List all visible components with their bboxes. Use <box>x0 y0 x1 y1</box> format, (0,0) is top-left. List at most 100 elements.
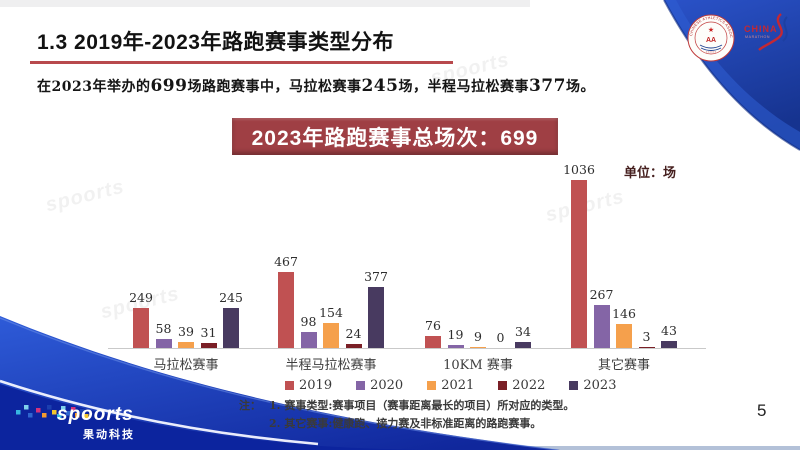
bar-value-label: 24 <box>345 326 362 341</box>
bar-value-label: 9 <box>474 329 482 344</box>
bar-group-3: 76 19 9 0 34 <box>425 150 531 348</box>
bar-value-label: 3 <box>642 329 651 344</box>
title-divider <box>30 61 453 64</box>
bar-2022-马拉松赛事 <box>200 343 217 348</box>
bar-2019-马拉松赛事 <box>133 308 149 348</box>
bar-value-label: 377 <box>364 269 388 284</box>
bar-slot: 98 <box>300 314 317 348</box>
bar-2022-其它赛事 <box>638 347 655 348</box>
legend-swatch-icon <box>498 381 508 390</box>
bar-2021-其它赛事 <box>616 324 632 348</box>
page-number: 5 <box>757 401 767 420</box>
bar-slot: 43 <box>661 323 677 348</box>
subtitle-number: 377 <box>528 76 566 96</box>
bar-value-label: 267 <box>589 287 614 302</box>
bar-slot: 3 <box>638 329 655 348</box>
bar-2021-马拉松赛事 <box>178 342 194 348</box>
bar-slot: 24 <box>345 326 362 348</box>
category-label: 半程马拉松赛事 <box>285 358 377 373</box>
bar-value-label: 98 <box>300 314 317 329</box>
bar-value-label: 245 <box>219 290 243 305</box>
bar-2023-10KM 赛事 <box>515 342 531 348</box>
bar-value-label: 146 <box>612 306 636 321</box>
bar-2021-10KM 赛事 <box>470 347 486 348</box>
bar-2023-马拉松赛事 <box>223 308 239 348</box>
page-title: 1.3 2019年-2023年路跑赛事类型分布 <box>37 31 394 54</box>
category-label: 其它赛事 <box>597 358 650 373</box>
bar-value-label: 249 <box>129 290 153 305</box>
bar-slot: 19 <box>447 327 464 348</box>
legend-label: 2021 <box>441 378 475 393</box>
bar-slot: 267 <box>590 287 613 348</box>
bar-value-label: 1036 <box>563 162 595 177</box>
subtitle-text: 在2023年举办的 <box>37 79 151 95</box>
category-label: 马拉松赛事 <box>153 358 219 373</box>
bar-2019-10KM 赛事 <box>425 336 441 348</box>
bar-2022-半程马拉松赛事 <box>345 344 362 348</box>
subtitle-number: 699 <box>150 76 188 96</box>
slide-subtitle: 在2023年举办的699场路跑赛事中，马拉松赛事245场，半程马拉松赛事377场… <box>37 78 595 95</box>
legend-label: 2019 <box>299 378 333 393</box>
bar-group-2: 467 98 154 24 377 <box>274 150 388 348</box>
bar-slot: 39 <box>178 324 194 348</box>
bar-slot: 34 <box>515 324 531 348</box>
legend-item-2022: 2022 <box>498 378 545 393</box>
bar-2021-半程马拉松赛事 <box>323 323 339 348</box>
bar-slot: 58 <box>155 321 172 348</box>
legend-swatch-icon <box>285 381 294 390</box>
chart-legend: 2019 2020 2021 2022 2023 <box>285 378 616 393</box>
bar-2023-其它赛事 <box>661 341 677 348</box>
bar-value-label: 39 <box>178 324 194 339</box>
bar-2019-其它赛事 <box>571 180 587 348</box>
legend-swatch-icon <box>427 381 437 390</box>
subtitle-text: 场。 <box>565 79 595 95</box>
bar-slot: 146 <box>612 306 636 348</box>
bar-slot: 31 <box>200 325 217 348</box>
bar-slot: 249 <box>129 290 153 348</box>
bar-value-label: 76 <box>425 318 441 333</box>
bar-slot: 1036 <box>563 162 595 348</box>
legend-item-2021: 2021 <box>427 378 474 393</box>
bar-slot: 377 <box>364 269 388 348</box>
bar-value-label: 467 <box>274 254 298 269</box>
bar-slot: 467 <box>274 254 298 348</box>
bar-value-label: 154 <box>319 305 343 320</box>
brand-logo-subtext: 果动科技 <box>83 429 135 441</box>
note-line: 2. 其它赛事:健康跑、接力赛及非标准距离的路跑赛事。 <box>269 416 542 430</box>
bar-2023-半程马拉松赛事 <box>368 287 384 348</box>
bar-2020-马拉松赛事 <box>155 339 172 348</box>
bar-value-label: 31 <box>200 325 217 340</box>
bar-group-4: 1036 267 146 3 43 <box>563 150 677 348</box>
brand-logo-text: spoorts <box>57 404 134 425</box>
bar-value-label: 43 <box>661 323 677 338</box>
bar-2020-半程马拉松赛事 <box>300 332 317 348</box>
total-count-banner: 2023年路跑赛事总场次：699 <box>232 118 558 155</box>
legend-swatch-icon <box>356 381 366 390</box>
bar-2020-10KM 赛事 <box>447 345 464 348</box>
bar-value-label: 34 <box>515 324 531 339</box>
category-label: 10KM 赛事 <box>443 358 513 373</box>
bar-slot: 154 <box>319 305 343 348</box>
bar-2020-其它赛事 <box>593 305 610 348</box>
legend-label: 2023 <box>583 378 617 393</box>
legend-item-2019: 2019 <box>285 378 332 393</box>
bar-value-label: 0 <box>496 330 505 345</box>
legend-label: 2020 <box>370 378 404 393</box>
bar-value-label: 58 <box>155 321 172 336</box>
note-line: 1. 赛事类型:赛事项目（赛事距离最长的项目）所对应的类型。 <box>269 399 575 412</box>
subtitle-text: 场路跑赛事中，马拉松赛事 <box>187 79 362 95</box>
note-label: 注： <box>239 399 261 412</box>
x-axis-line <box>108 348 706 349</box>
legend-label: 2022 <box>512 378 546 393</box>
unit-label: 单位：场 <box>624 165 677 180</box>
footnotes: 注： 1. 赛事类型:赛事项目（赛事距离最长的项目）所对应的类型。 2. 其它赛… <box>239 397 574 432</box>
legend-swatch-icon <box>569 381 579 390</box>
bar-slot: 76 <box>425 318 441 348</box>
bar-slot: 9 <box>470 329 486 348</box>
bar-2019-半程马拉松赛事 <box>278 272 294 348</box>
bar-value-label: 19 <box>447 327 464 342</box>
legend-item-2020: 2020 <box>356 378 403 393</box>
subtitle-text: 场，半程马拉松赛事 <box>398 79 529 95</box>
bar-group-1: 249 58 39 31 245 <box>129 150 243 348</box>
bar-slot: 245 <box>219 290 243 348</box>
